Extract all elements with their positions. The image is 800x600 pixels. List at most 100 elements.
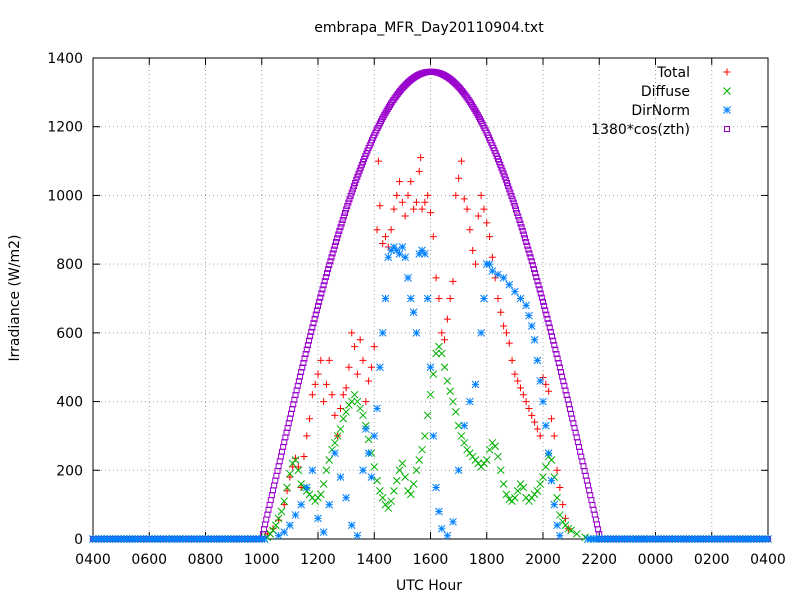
diffuse-point [319,480,328,488]
dirnorm-point [460,421,469,430]
clear-sky-point [336,227,343,234]
dirnorm-point [443,531,452,540]
dirnorm-point [308,466,317,475]
diffuse-point [491,442,500,451]
dirnorm-point [361,425,370,433]
dirnorm-point [260,535,269,543]
clear-sky-point [307,333,314,340]
clear-sky-point [506,186,513,193]
total-point [328,391,336,399]
clear-sky-point [347,192,354,199]
diffuse-point [440,363,449,372]
legend-label: 1380*cos(zth) [591,122,690,138]
dirnorm-point [342,493,350,502]
axes: 0400 0600 0800 1000 1200 1400 1600 1800 2000 2200… [47,51,785,568]
clear-sky-point [355,170,362,177]
clear-sky-point [328,254,335,261]
diffuse-point [373,476,381,485]
plot-frame [92,57,769,540]
total-point [325,356,333,364]
diffuse-point [409,480,418,488]
dirnorm-point [511,287,519,296]
total-point [511,370,519,378]
dirnorm-point [302,483,311,492]
x-tick-label: 0600 [131,552,167,568]
dirnorm-point [471,380,480,389]
x-tick-label: 1400 [356,552,392,568]
clear-sky-point [320,282,327,289]
clear-sky-point [541,303,548,310]
diffuse-point [572,529,581,538]
diffuse-point [370,462,379,471]
dirnorm-point [398,243,407,251]
clear-sky-point [504,179,510,186]
dirnorm-point [378,329,387,337]
dirnorm-point [488,267,497,275]
total-point [536,432,544,440]
total-point [390,205,398,213]
total-point [508,356,516,364]
total-point [556,483,564,491]
clear-sky-point [312,311,319,318]
total-point [415,167,423,175]
total-point [370,343,378,351]
total-point [387,226,395,234]
dirnorm-point [401,253,410,262]
plot-area [89,68,772,543]
diffuse-point [547,456,556,464]
diffuse-point [398,459,407,468]
total-point [280,501,288,509]
dirnorm-point [286,521,294,530]
diffuse-point [406,490,415,499]
total-point [342,384,350,392]
clear-sky-point [547,328,554,335]
dirnorm-point [274,531,283,540]
total-point [446,295,454,302]
legend-label: Diffuse [641,84,690,100]
diffuse-point [446,387,455,396]
dirnorm-point [280,528,289,536]
x-tick-label: 0000 [638,552,674,568]
total-point [497,308,505,316]
y-axis-label: Irradiance (W/m2) [7,235,23,362]
diffuse-point [423,411,432,420]
dirnorm-point [553,521,561,530]
diffuse-point [378,493,387,502]
diffuse-point [280,497,289,506]
dirnorm-point [505,280,514,289]
clear-sky-point [318,290,325,297]
diffuse-point [384,504,393,512]
clear-sky-point [542,307,549,314]
diffuse-point [325,456,334,464]
total-point [367,363,375,371]
total-point [472,260,479,268]
clear-sky-point [500,170,507,177]
clear-sky-point [337,224,344,231]
clear-sky-point [499,167,506,174]
diffuse-point [412,466,421,475]
diffuse-point [336,425,345,433]
diffuse-point [457,432,466,440]
total-point [505,339,513,347]
y-tick-label: 1400 [47,51,83,67]
x-tick-label: 0200 [694,552,730,568]
diffuse-point [418,445,426,454]
dirnorm-point [291,511,300,519]
clear-sky-point [335,231,342,238]
clear-sky-point [525,246,532,253]
diffuse-point [482,456,491,464]
total-point [486,233,494,241]
total-point [443,315,451,323]
total-point [550,432,558,440]
total-point [359,356,367,364]
diffuse-point [376,487,384,495]
clear-sky-point [528,258,535,265]
diffuse-point [499,480,508,488]
dirnorm-point [556,531,564,540]
clear-sky-point [353,176,360,183]
clear-sky-point [327,258,334,265]
x-tick-label: 2200 [581,552,617,568]
dirnorm-point [533,356,542,365]
clear-sky-point [311,315,318,322]
clear-sky-point [536,286,543,293]
